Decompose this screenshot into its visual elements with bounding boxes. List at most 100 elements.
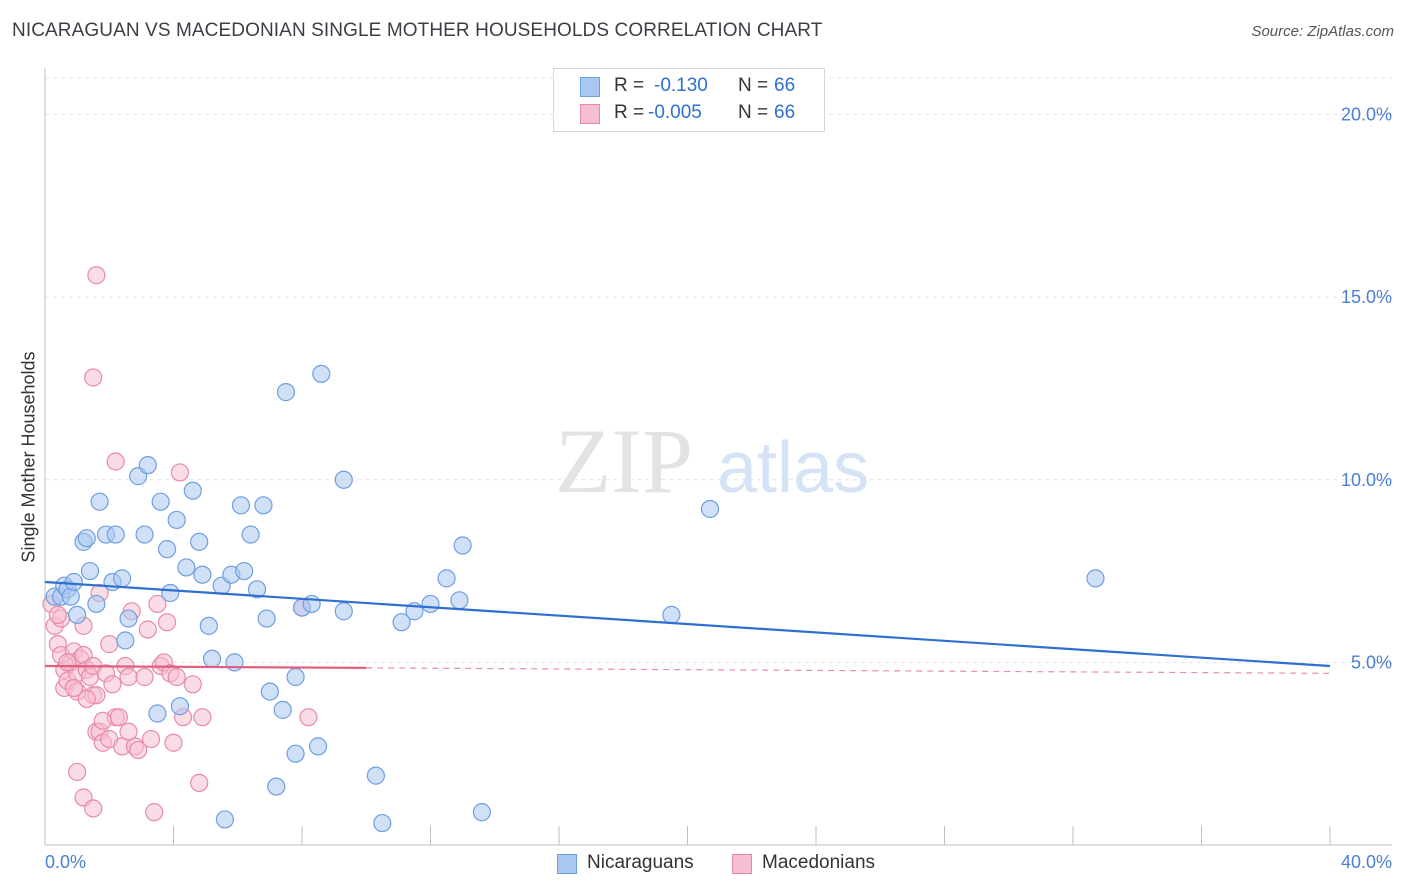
macedonian-point [100,635,119,654]
legend-n-label: N = [738,75,769,96]
legend-r-value: -0.005 [648,102,702,123]
nicaraguan-point [177,558,196,577]
bottom-legend-label: Macedonians [762,852,876,873]
nicaraguan-point [286,667,305,687]
nicaraguan-point [157,540,177,559]
legend-r-label: R = [614,75,645,96]
nicaraguan-point [225,653,244,672]
macedonian-point [103,675,122,694]
macedonian-trendline-extension [366,667,1331,674]
y-tick-label: 20.0% [1341,105,1392,125]
legend-swatch-blue [580,77,600,97]
legend-r-label: R = [614,102,645,123]
nicaraguan-point [161,583,180,603]
nicaraguan-point [112,569,132,588]
macedonian-point [148,594,167,614]
nicaraguan-point [106,525,125,544]
nicaraguan-point [334,602,353,621]
nicaraguan-point [119,609,138,628]
macedonian-point [64,678,84,698]
nicaraguan-point [90,492,109,511]
watermark-atlas: atlas [717,428,869,508]
nicaraguan-point [373,813,392,833]
correlation-legend: R = -0.130 N = 66 R = -0.005 N = 66 [553,68,825,132]
legend-n-value: 66 [774,75,796,96]
nicaraguan-point [167,510,186,530]
nicaraguan-point [366,766,385,785]
nicaraguan-point [700,499,720,519]
y-tick-label: 5.0% [1351,652,1392,672]
nicaraguan-point [87,594,106,614]
nicaraguan-point [148,704,167,723]
macedonian-trendline [44,664,367,669]
nicaraguan-point [257,609,276,628]
nicaraguan-point [68,605,87,625]
macedonian-point [157,613,177,632]
x-tick-label: 40.0% [1341,852,1392,872]
nicaraguan-point [308,737,328,756]
macedonian-point [183,675,202,694]
nicaraguan-point [235,561,254,581]
nicaraguan-point [80,561,100,581]
y-axis-label: Single Mother Households [18,351,39,563]
macedonian-point [58,653,77,672]
nicaraguan-point [116,631,135,650]
bottom-legend-label: Nicaraguans [587,852,694,873]
macedonian-point [106,452,125,471]
bottom-legend-swatch-blue [557,854,577,874]
chart-title: NICARAGUAN VS MACEDONIAN SINGLE MOTHER H… [12,20,823,41]
macedonian-point [299,708,318,727]
nicaraguan-point [260,682,279,701]
nicaraguan-point [170,697,190,716]
nicaraguan-trendline [44,580,1331,668]
source-label: Source: ZipAtlas.com [1251,23,1394,40]
watermark-zip: ZIP [555,410,693,512]
macedonian-point [164,733,183,752]
nicaraguan-point [453,536,472,555]
y-tick-label: 15.0% [1341,287,1392,307]
nicaraguan-point [183,481,202,500]
macedonian-point [141,729,161,749]
nicaraguan-point [286,744,305,763]
nicaraguan-point [254,496,273,515]
x-tick-label: 0.0% [45,852,86,872]
macedonian-point [119,667,138,687]
macedonian-point [190,773,209,793]
macedonian-point [84,799,103,818]
macedonian-point [119,722,138,741]
nicaraguan-point [421,594,440,614]
macedonian-point [138,620,157,639]
nicaraguan-point [267,777,286,796]
nicaraguan-point [138,456,157,475]
nicaraguan-point [276,383,296,402]
nicaraguan-point [662,605,681,625]
macedonian-point [193,708,212,727]
legend-n-label: N = [738,102,769,123]
nicaraguan-point [392,613,411,632]
macedonian-point [167,667,186,687]
nicaraguan-point [312,364,331,383]
y-tick-label: 10.0% [1341,470,1392,490]
macedonian-point [170,463,190,482]
macedonian-point [145,803,164,822]
macedonian-point [109,708,128,727]
legend-n-value: 66 [774,102,796,123]
legend-row-nicaraguans: R = -0.130 N = 66 [554,73,824,99]
macedonian-point [87,266,106,285]
macedonian-point [129,740,148,760]
nicaraguan-point [215,810,234,829]
bottom-legend-swatch-pink [732,854,752,874]
legend-row-macedonians: R = -0.005 N = 66 [554,100,824,126]
nicaraguan-point [450,591,469,610]
nicaraguan-point [273,700,292,719]
nicaraguan-point [247,580,267,599]
macedonian-point [135,667,154,687]
nicaraguan-point [334,470,353,489]
nicaraguan-point [231,496,251,515]
nicaraguan-point [190,532,209,551]
nicaraguan-point [437,569,456,588]
nicaraguan-point [1086,569,1105,588]
legend-swatch-pink [580,104,600,124]
nicaraguan-point [64,572,84,592]
nicaraguan-point [151,492,170,511]
